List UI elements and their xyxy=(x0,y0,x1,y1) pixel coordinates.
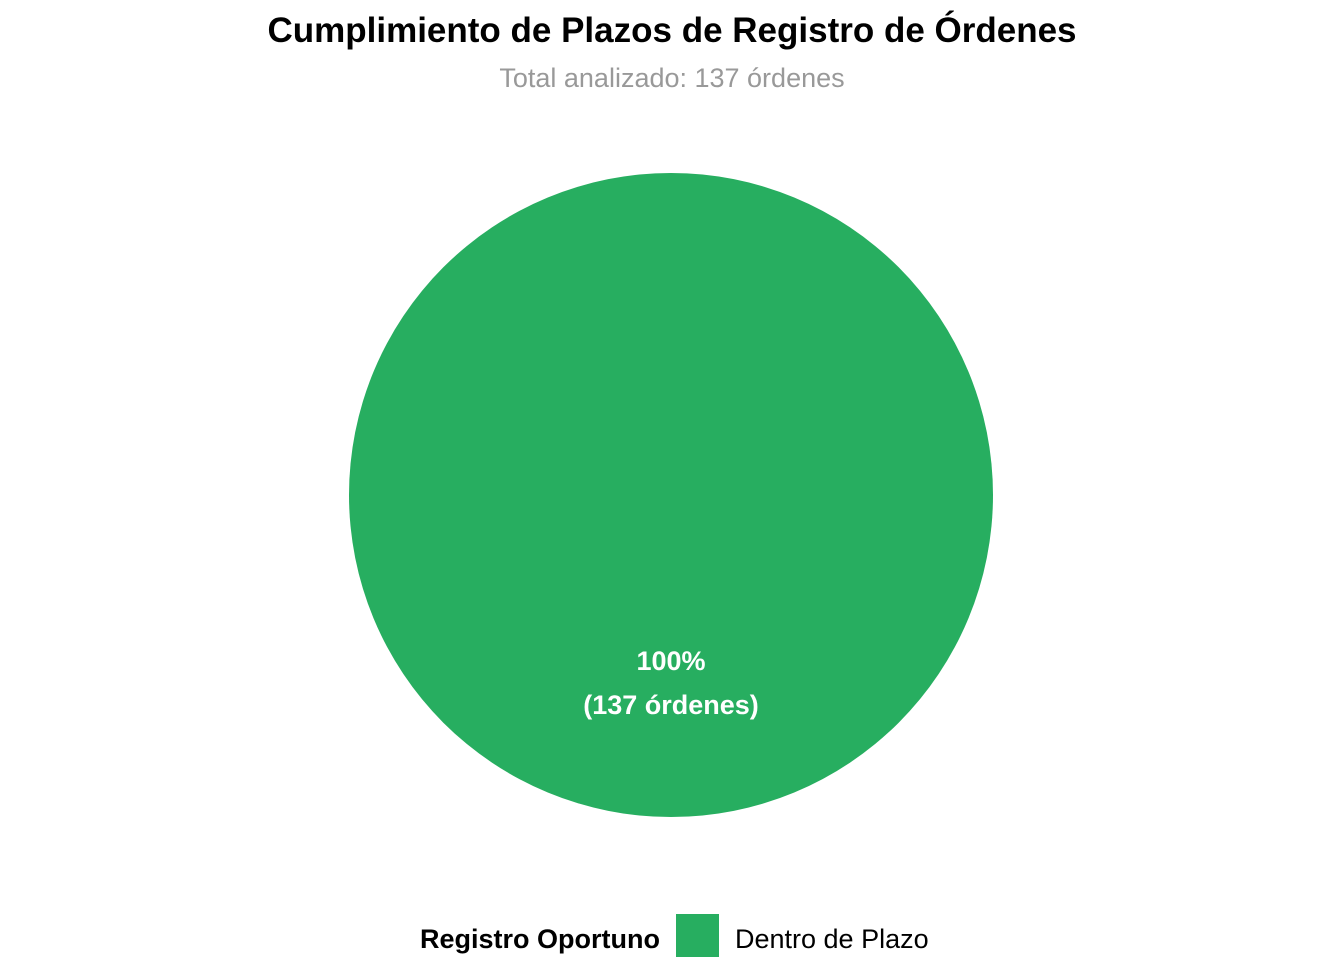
slice-label-percent: 100% xyxy=(636,646,705,676)
legend: Registro Oportuno Dentro de Plazo xyxy=(420,914,929,957)
pie-slice-dentro-de-plazo xyxy=(349,173,993,817)
legend-swatch-dentro-de-plazo xyxy=(676,914,719,957)
chart-subtitle: Total analizado: 137 órdenes xyxy=(499,63,844,93)
pie-slices xyxy=(349,173,993,817)
slice-label-count: (137 órdenes) xyxy=(583,690,759,720)
legend-label-dentro-de-plazo: Dentro de Plazo xyxy=(735,924,929,954)
pie-labels: 100% (137 órdenes) xyxy=(583,646,759,720)
legend-title: Registro Oportuno xyxy=(420,924,660,954)
chart-title: Cumplimiento de Plazos de Registro de Ór… xyxy=(267,10,1076,50)
